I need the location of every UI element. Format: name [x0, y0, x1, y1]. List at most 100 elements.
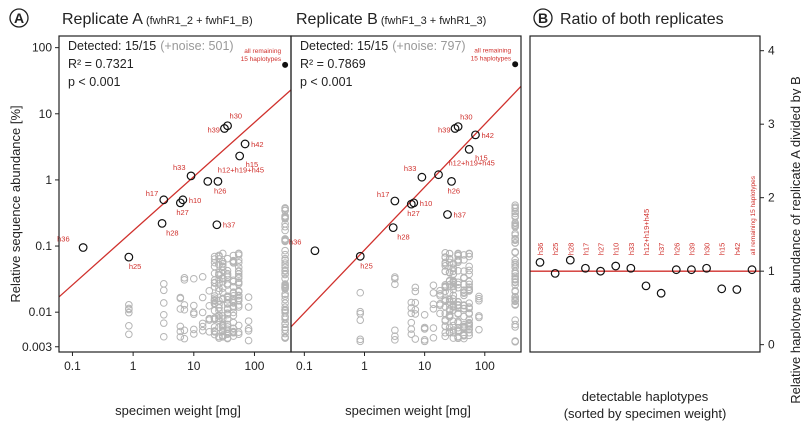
noise-point	[475, 313, 483, 322]
noise-point	[281, 206, 289, 215]
noise-point	[215, 284, 223, 293]
noise-point	[218, 294, 227, 303]
noise-point	[445, 269, 454, 277]
noise-point	[441, 332, 450, 341]
noise-point	[210, 292, 219, 300]
noise-point	[125, 304, 133, 313]
haplotype-label: h26	[448, 186, 461, 195]
x-tick-label: 10	[187, 359, 201, 373]
haplotype-label: h37	[454, 210, 467, 219]
noise-point	[441, 317, 450, 325]
noise-point	[125, 322, 133, 330]
ratio-point	[550, 268, 560, 278]
noise-point	[281, 319, 289, 328]
noise-point	[460, 301, 468, 309]
noise-point	[449, 334, 458, 342]
ratio-category-label: h27	[597, 243, 606, 256]
noise-point	[180, 305, 189, 314]
noise-point	[281, 285, 289, 293]
haplotype-point	[464, 144, 474, 154]
noise-point	[198, 322, 207, 331]
haplotype-point	[223, 121, 232, 131]
noise-point	[454, 266, 462, 275]
noise-point	[441, 322, 450, 330]
haplotype-label: h36	[57, 235, 70, 244]
noise-point	[190, 301, 198, 310]
noise-point	[244, 303, 253, 311]
noise-points-a	[125, 204, 289, 345]
noise-point	[356, 307, 365, 316]
noise-point	[205, 287, 214, 295]
noise-point	[229, 328, 238, 337]
haplotype-label: h15	[475, 153, 488, 162]
ratio-point	[732, 285, 742, 294]
remaining-label: 15 haplotypes	[471, 55, 512, 62]
noise-point	[511, 239, 519, 247]
ratio-point	[626, 263, 636, 273]
noise-point	[281, 280, 289, 289]
haplotype-point	[409, 198, 419, 208]
noise-point	[475, 294, 483, 303]
haplotype-label: h33	[173, 163, 186, 172]
noise-point	[465, 252, 473, 261]
haplotype-point	[186, 171, 196, 181]
noise-point	[449, 264, 458, 273]
noise-point	[465, 280, 473, 289]
noise-point	[356, 335, 365, 344]
remaining-label: 15 haplotypes	[241, 56, 282, 63]
noise-point	[281, 295, 289, 304]
ratio-category-label: h10	[612, 243, 621, 256]
noise-point	[511, 292, 519, 301]
haplotype-label: h12+h19+h45	[449, 159, 495, 168]
haplotype-point	[78, 243, 88, 252]
ratio-category-label: h36	[536, 243, 545, 256]
haplotype-label: h39	[207, 125, 220, 134]
noise-point	[445, 311, 454, 319]
panel-letter-a: A	[9, 8, 29, 28]
regression-line	[290, 85, 522, 328]
noise-point	[475, 325, 483, 334]
noise-point	[420, 337, 429, 346]
noise-point	[281, 334, 289, 342]
noise-point	[460, 305, 468, 313]
plot-frame-ratio	[529, 35, 761, 353]
noise-point	[210, 299, 219, 307]
noise-point	[511, 209, 519, 218]
noise-point	[215, 301, 223, 309]
noise-point	[454, 301, 462, 309]
noise-point	[429, 289, 438, 297]
noise-point	[176, 322, 185, 331]
remaining-point	[512, 61, 519, 68]
noise-point	[356, 316, 365, 324]
noise-point	[511, 231, 519, 239]
noise-point	[215, 296, 223, 305]
noise-point	[281, 250, 289, 259]
title-replicate-a: Replicate A (fwhR1_2 + fwhF1_B)	[62, 11, 253, 28]
haplotype-point	[124, 252, 134, 262]
title-ratio: Ratio of both replicates	[560, 11, 724, 28]
remaining-label: all remaining	[474, 47, 511, 54]
noise-point	[281, 323, 289, 332]
noise-point	[215, 275, 223, 284]
noise-point	[475, 292, 483, 301]
haplotype-point	[212, 220, 222, 230]
noise-point	[407, 298, 416, 307]
noise-point	[391, 280, 399, 289]
svg-text:Detected: 15/15(+noise: 501): Detected: 15/15 (+noise: 501)	[68, 39, 234, 53]
haplotype-point	[157, 219, 167, 228]
noise-point	[234, 287, 243, 295]
haplotype-label: h30	[460, 113, 473, 122]
haplotype-point	[447, 176, 456, 186]
x-tick-label: 0.1	[296, 359, 313, 373]
noise-point	[218, 315, 227, 323]
x-axis-label-b: specimen weight [mg]	[345, 403, 471, 418]
x-axis-label-ratio-2: (sorted by specimen weight)	[564, 406, 727, 421]
noise-point	[234, 278, 243, 286]
x-axis-label-ratio-1: detectable haplotypes	[582, 389, 709, 404]
noise-point	[391, 336, 399, 344]
noise-point	[205, 314, 214, 323]
noise-point	[234, 270, 243, 278]
noise-point	[511, 248, 519, 257]
